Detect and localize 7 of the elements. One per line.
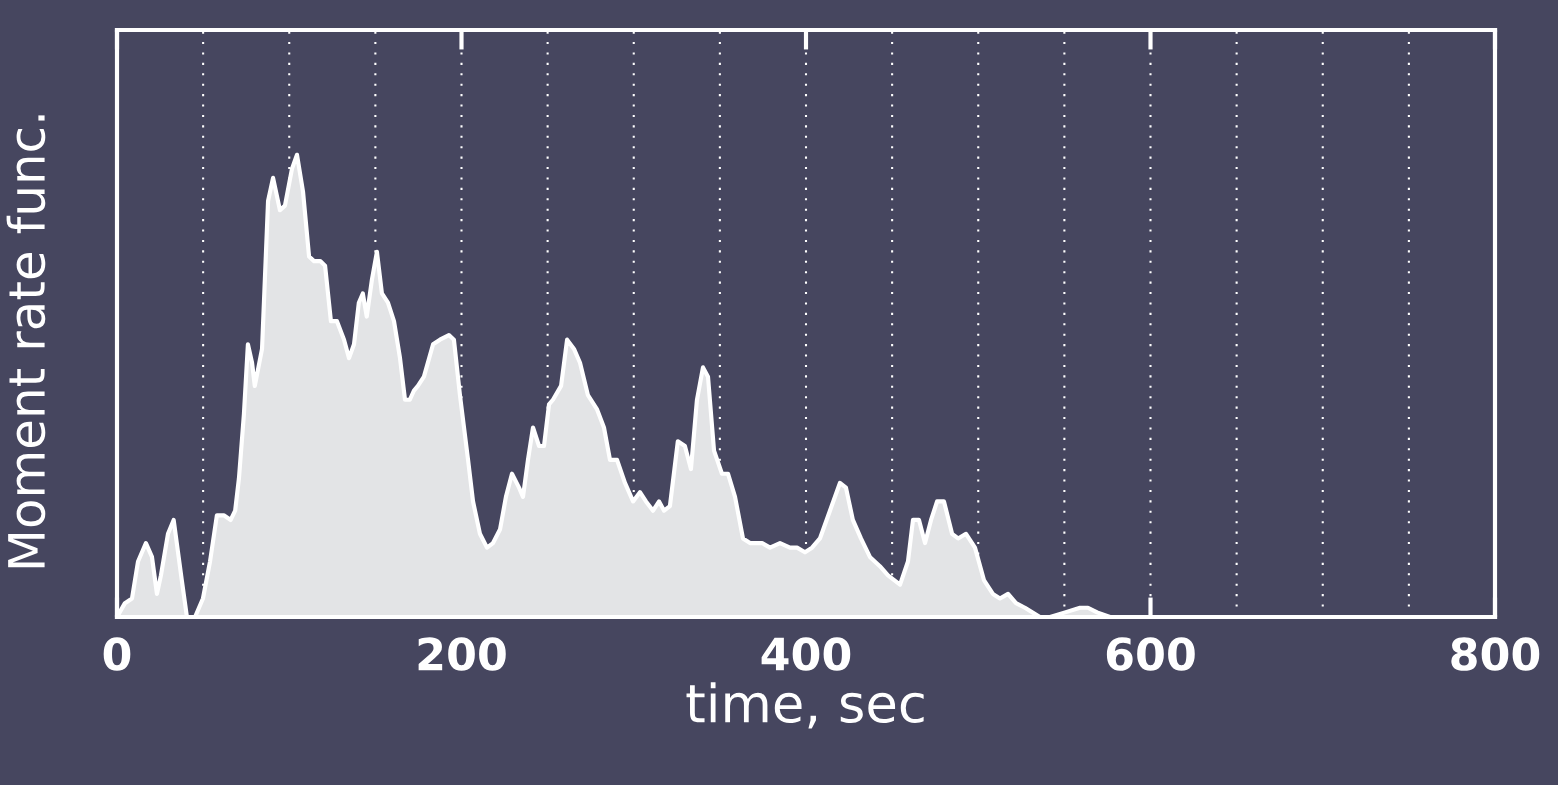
x-tick-label: 600 (1106, 637, 1195, 671)
x-axis-title: time, sec (686, 682, 924, 729)
x-tick-label: 200 (418, 637, 506, 671)
y-axis-title: Moment rate func. (6, 115, 46, 568)
x-tick-label: 800 (1451, 637, 1540, 671)
x-tick-label: 0 (103, 637, 131, 671)
x-tick-label: 400 (761, 637, 851, 671)
